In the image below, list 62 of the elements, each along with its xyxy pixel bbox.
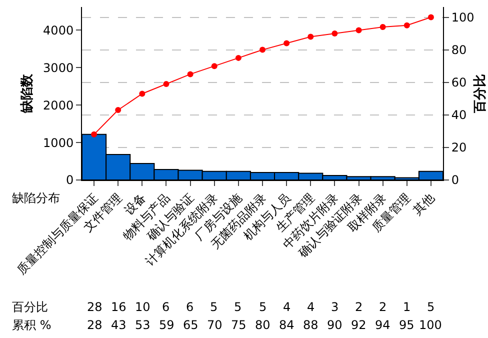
point (163, 80, 170, 87)
y-tick-label: 3000 (43, 60, 74, 75)
point (284, 40, 290, 46)
point (235, 54, 242, 61)
point (380, 24, 386, 30)
y2-tick-label: 80 (451, 43, 467, 57)
text: 6 (162, 300, 170, 314)
point (332, 30, 338, 37)
point (139, 90, 146, 97)
y2-tick-label: 40 (451, 108, 467, 122)
y2-tick-label: 100 (451, 10, 474, 24)
y2-tick-label: 20 (451, 140, 467, 155)
text: 5 (259, 300, 267, 314)
y2-axis-title: 百分比 (473, 74, 488, 114)
data-label: 28 (87, 318, 102, 332)
y2-tick-label: 0 (451, 173, 460, 188)
data-label: 65 (183, 318, 198, 332)
data-label: 43 (111, 318, 126, 332)
y-axis-title: 缺陷数 (20, 73, 36, 114)
point (91, 131, 98, 138)
point (308, 34, 314, 40)
y2-tick-label: 60 (451, 76, 467, 90)
text: 5 (210, 300, 218, 314)
text: 5 (234, 300, 242, 314)
text: 1 (403, 300, 411, 314)
x-tick-label: 其他 (410, 190, 438, 218)
data-label: 88 (303, 318, 318, 332)
data-label: 94 (375, 318, 390, 332)
data-label: 100 (419, 318, 442, 332)
point (404, 22, 410, 28)
text: 4 (283, 300, 291, 314)
text: 5 (427, 300, 435, 314)
point (260, 46, 266, 53)
y-tick-label: 2000 (43, 98, 74, 112)
text: 16 (111, 300, 126, 314)
text: 10 (135, 300, 150, 314)
data-label: 95 (399, 318, 414, 332)
x-axis-title: 缺陷分布 (12, 191, 60, 205)
data-label: 70 (207, 318, 222, 332)
text: 2 (379, 300, 387, 314)
text: 百分比 (12, 300, 48, 314)
y-tick-label: 4000 (43, 23, 74, 38)
text: 6 (186, 300, 194, 314)
point (211, 63, 218, 70)
data-label: 75 (231, 318, 246, 332)
data-label: 80 (255, 318, 270, 332)
data-label: 92 (351, 318, 366, 332)
y-tick-label: 1000 (43, 136, 74, 150)
text: 2 (355, 300, 363, 314)
text: 3 (331, 300, 339, 314)
point (115, 107, 122, 114)
data-label: 53 (135, 318, 150, 332)
text: 4 (307, 300, 315, 314)
y-tick-label: 0 (66, 173, 74, 188)
point (356, 27, 362, 34)
data-label: 90 (327, 318, 342, 332)
data-label: 84 (279, 318, 294, 332)
point (428, 14, 434, 20)
text: 累积 % (12, 318, 52, 332)
text: 28 (87, 300, 102, 314)
data-label: 59 (159, 318, 174, 332)
point (187, 71, 194, 78)
